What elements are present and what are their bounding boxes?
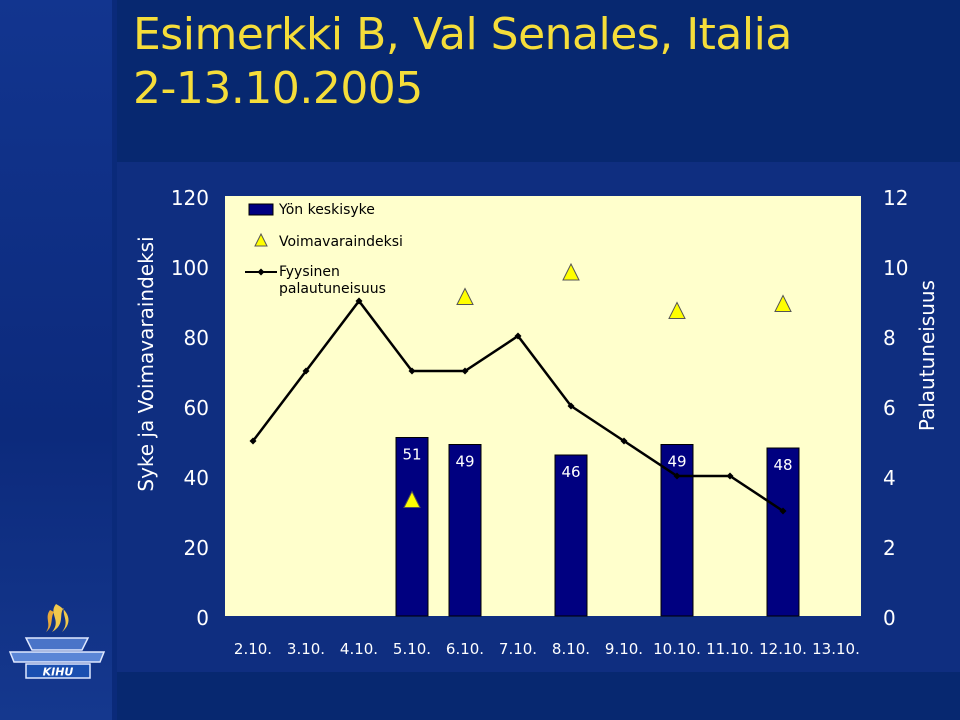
right-tick-label: 0	[883, 606, 896, 630]
left-tick-label: 120	[171, 186, 209, 210]
left-tick-label: 20	[184, 536, 209, 560]
x-tick-label: 4.10.	[340, 640, 378, 658]
bar-data-label: 51	[402, 446, 421, 464]
x-tick-label: 6.10.	[446, 640, 484, 658]
x-tick-label: 2.10.	[234, 640, 272, 658]
sidebar-strip	[0, 0, 112, 720]
triangle-voimavaraindeksi	[774, 294, 792, 312]
left-tick-label: 0	[196, 606, 209, 630]
right-tick-label: 6	[883, 396, 896, 420]
plot-area	[225, 196, 861, 616]
legend-label: Yön keskisyke	[278, 202, 375, 218]
title-line-2: 2-13.10.2005	[133, 63, 423, 114]
line-marker	[567, 402, 575, 410]
bar-data-label: 49	[455, 453, 474, 471]
line-marker	[249, 437, 257, 445]
kihu-logo: KIHU	[8, 604, 106, 679]
legend-swatch-triangle	[254, 232, 268, 247]
line-marker	[302, 367, 310, 375]
legend-label: palautuneisuus	[279, 281, 386, 297]
left-tick-label: 60	[184, 396, 209, 420]
left-tick-label: 80	[184, 326, 209, 350]
chart-container: 0 20 40 60 80 100 120 0 2 4 6 8 10 12 Syke ja Voimavar…	[117, 162, 960, 672]
bar-data-label: 46	[561, 463, 580, 481]
legend-label: Fyysinen	[279, 264, 340, 280]
x-tick-label: 5.10.	[393, 640, 431, 658]
right-tick-label: 8	[883, 326, 896, 350]
line-marker	[673, 472, 681, 480]
x-tick-label: 7.10.	[499, 640, 537, 658]
right-axis-title: Palautuneisuus	[915, 280, 939, 431]
logo-text: KIHU	[43, 666, 74, 679]
x-tick-label: 13.10.	[812, 640, 860, 658]
line-marker	[779, 507, 787, 515]
x-tick-label: 8.10.	[552, 640, 590, 658]
left-axis-title: Syke ja Voimavaraindeksi	[134, 236, 158, 491]
right-tick-label: 2	[883, 536, 896, 560]
x-tick-label: 3.10.	[287, 640, 325, 658]
right-tick-label: 10	[883, 256, 908, 280]
right-tick-label: 4	[883, 466, 896, 490]
right-tick-label: 12	[883, 186, 908, 210]
bar-data-label: 48	[773, 456, 792, 474]
flame-icon	[52, 604, 69, 632]
legend-swatch-bar	[248, 203, 274, 216]
title-line-1: Esimerkki B, Val Senales, Italia	[133, 9, 792, 60]
x-tick-label: 12.10.	[759, 640, 807, 658]
bar-yon-keskisyke	[395, 437, 429, 617]
x-tick-label: 11.10.	[706, 640, 754, 658]
left-tick-label: 40	[184, 466, 209, 490]
line-marker	[408, 367, 416, 375]
bar-yon-keskisyke	[448, 444, 482, 617]
left-tick-label: 100	[171, 256, 209, 280]
triangle-voimavaraindeksi	[403, 490, 421, 508]
legend-label: Voimavaraindeksi	[279, 234, 403, 250]
x-tick-label: 9.10.	[605, 640, 643, 658]
triangle-voimavaraindeksi	[456, 287, 474, 305]
line-marker	[355, 297, 363, 305]
line-marker	[461, 367, 469, 375]
bar-yon-keskisyke	[554, 454, 588, 617]
bar-yon-keskisyke	[766, 447, 800, 617]
line-marker	[726, 472, 734, 480]
legend-swatch-marker	[257, 268, 265, 276]
line-marker	[514, 332, 522, 340]
x-tick-label: 10.10.	[653, 640, 701, 658]
triangle-voimavaraindeksi	[668, 301, 686, 319]
triangle-voimavaraindeksi	[562, 262, 580, 281]
bar-data-label: 49	[667, 453, 686, 471]
line-marker	[620, 437, 628, 445]
slide-title: Esimerkki B, Val Senales, Italia 2-13.10…	[133, 8, 792, 116]
